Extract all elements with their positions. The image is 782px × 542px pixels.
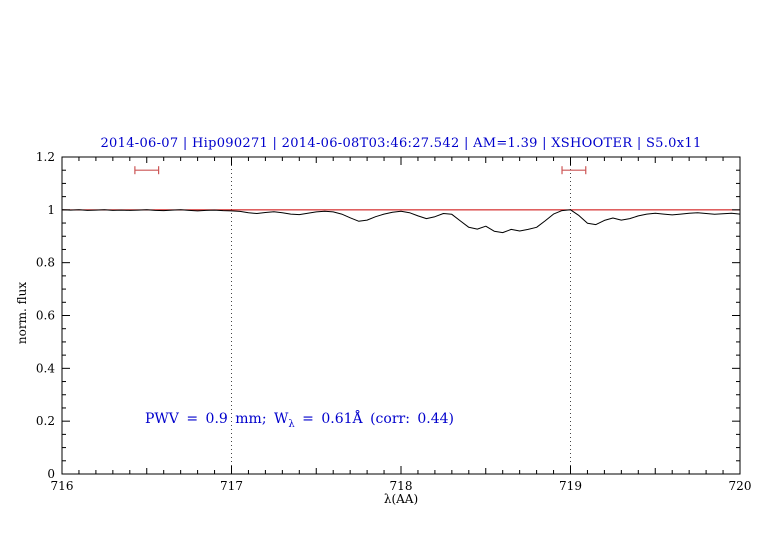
y-axis-label: norm. flux bbox=[15, 281, 29, 345]
annotation-prefix: PWV = 0.9 mm; W bbox=[145, 411, 289, 427]
interval-marker bbox=[561, 166, 587, 175]
svg-text:720: 720 bbox=[729, 479, 752, 493]
annotation-lambda-sub: λ bbox=[288, 418, 295, 430]
svg-text:1.2: 1.2 bbox=[36, 150, 55, 164]
svg-text:717: 717 bbox=[220, 479, 243, 493]
svg-text:0.4: 0.4 bbox=[36, 361, 55, 375]
svg-text:716: 716 bbox=[51, 479, 74, 493]
svg-text:0.8: 0.8 bbox=[36, 256, 55, 270]
axis-ticks bbox=[61, 156, 741, 475]
svg-text:1: 1 bbox=[47, 203, 55, 217]
annotation-suffix: = 0.61Å (corr: 0.44) bbox=[294, 411, 454, 427]
plot-title: 2014-06-07 | Hip090271 | 2014-06-08T03:4… bbox=[100, 136, 702, 151]
interval-marker bbox=[134, 166, 160, 175]
x-axis-label: λ(AA) bbox=[383, 492, 419, 506]
svg-text:719: 719 bbox=[559, 479, 582, 493]
tick-labels: 716 717 718 719 720 0 0.2 0.4 0.6 0.8 1 1.2 bbox=[36, 150, 752, 493]
svg-text:0.6: 0.6 bbox=[36, 309, 55, 323]
svg-text:718: 718 bbox=[390, 479, 413, 493]
spectrum-line bbox=[61, 209, 741, 234]
svg-text:0: 0 bbox=[47, 467, 55, 481]
svg-text:0.2: 0.2 bbox=[36, 414, 55, 428]
pwv-annotation: PWV = 0.9 mm; Wλ = 0.61Å (corr: 0.44) bbox=[145, 411, 454, 430]
